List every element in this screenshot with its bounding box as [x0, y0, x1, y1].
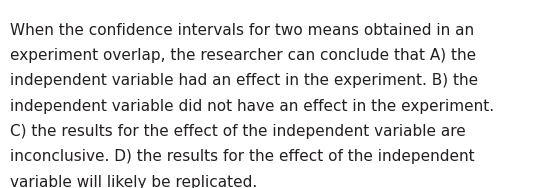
Text: independent variable did not have an effect in the experiment.: independent variable did not have an eff… [10, 99, 494, 114]
Text: When the confidence intervals for two means obtained in an: When the confidence intervals for two me… [10, 23, 474, 38]
Text: independent variable had an effect in the experiment. B) the: independent variable had an effect in th… [10, 73, 478, 88]
Text: variable will likely be replicated.: variable will likely be replicated. [10, 175, 257, 188]
Text: C) the results for the effect of the independent variable are: C) the results for the effect of the ind… [10, 124, 466, 139]
Text: experiment overlap, the researcher can conclude that A) the: experiment overlap, the researcher can c… [10, 48, 476, 63]
Text: inconclusive. D) the results for the effect of the independent: inconclusive. D) the results for the eff… [10, 149, 475, 164]
